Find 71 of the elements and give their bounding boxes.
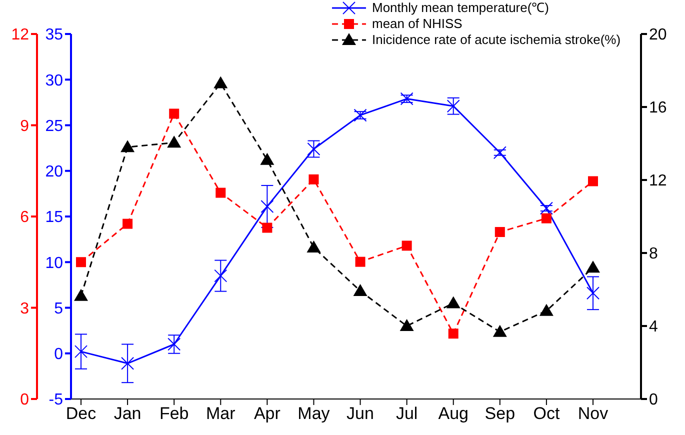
point xyxy=(214,269,228,282)
y2-tick-label: 6 xyxy=(20,209,30,226)
x-tick-label: May xyxy=(298,404,330,424)
y3-tick-label: 20 xyxy=(649,26,667,44)
y2-tick-label: 0 xyxy=(20,392,30,409)
x-tick-label: Jul xyxy=(396,404,418,424)
point xyxy=(74,288,88,301)
legend-label: Monthly mean temperature(℃) xyxy=(372,0,550,16)
legend-label: mean of NHISS xyxy=(372,16,462,32)
x-tick-label: Oct xyxy=(533,404,560,424)
y3-tick-label: 4 xyxy=(649,318,658,336)
y3-tick-label: 0 xyxy=(649,392,658,409)
point xyxy=(120,140,135,152)
point xyxy=(588,176,598,186)
point xyxy=(308,174,319,184)
point xyxy=(122,218,133,229)
point xyxy=(448,328,458,339)
point xyxy=(355,256,366,267)
point xyxy=(400,319,414,331)
y3-tick-label: 16 xyxy=(649,100,667,117)
legend-label: Inicidence rate of acute ischemia stroke(%) xyxy=(372,32,621,48)
point xyxy=(169,108,180,119)
point xyxy=(216,188,226,198)
y3-tick-label: 12 xyxy=(649,172,667,190)
y-tick-label: 15 xyxy=(45,209,64,226)
point xyxy=(354,108,367,122)
point xyxy=(121,356,134,370)
x-tick-label: Sep xyxy=(484,404,516,424)
point xyxy=(167,136,182,148)
y-tick-label: 20 xyxy=(45,164,64,181)
x-tick-label: Dec xyxy=(66,404,97,424)
y2-tick-label: 3 xyxy=(20,300,30,318)
x-tick-label: Aug xyxy=(438,404,468,424)
point xyxy=(446,100,460,113)
point xyxy=(260,152,274,165)
y-tick-label: 5 xyxy=(54,300,64,318)
point xyxy=(586,260,600,273)
y-tick-label: 35 xyxy=(45,26,64,44)
point xyxy=(262,222,272,233)
point xyxy=(492,324,507,337)
point xyxy=(540,202,553,215)
x-tick-label: Nov xyxy=(578,404,609,424)
x-tick-label: Jan xyxy=(114,404,142,424)
point xyxy=(74,345,88,358)
x-tick-label: Jun xyxy=(346,404,374,424)
y-tick-label: 25 xyxy=(45,118,64,135)
point xyxy=(541,213,552,224)
point xyxy=(400,92,414,106)
y-tick-label: 10 xyxy=(45,254,64,272)
point xyxy=(307,142,320,156)
y-tick-label: 30 xyxy=(45,72,64,90)
point xyxy=(494,227,505,238)
point xyxy=(260,200,274,213)
x-tick-label: Apr xyxy=(254,404,281,424)
point xyxy=(539,304,554,316)
y2-tick-label: 12 xyxy=(11,26,30,44)
point xyxy=(306,240,321,253)
point xyxy=(586,286,600,300)
point xyxy=(493,146,506,160)
point xyxy=(402,240,412,251)
point xyxy=(214,76,228,88)
point xyxy=(446,296,460,308)
y-tick-label: 0 xyxy=(54,346,64,364)
x-tick-label: Mar xyxy=(206,404,236,424)
point xyxy=(168,338,181,351)
point xyxy=(353,284,368,296)
y-tick-label: -5 xyxy=(48,392,64,409)
point xyxy=(76,257,86,268)
y3-tick-label: 8 xyxy=(649,246,658,263)
x-tick-label: Feb xyxy=(159,404,189,424)
y2-tick-label: 9 xyxy=(20,118,30,135)
